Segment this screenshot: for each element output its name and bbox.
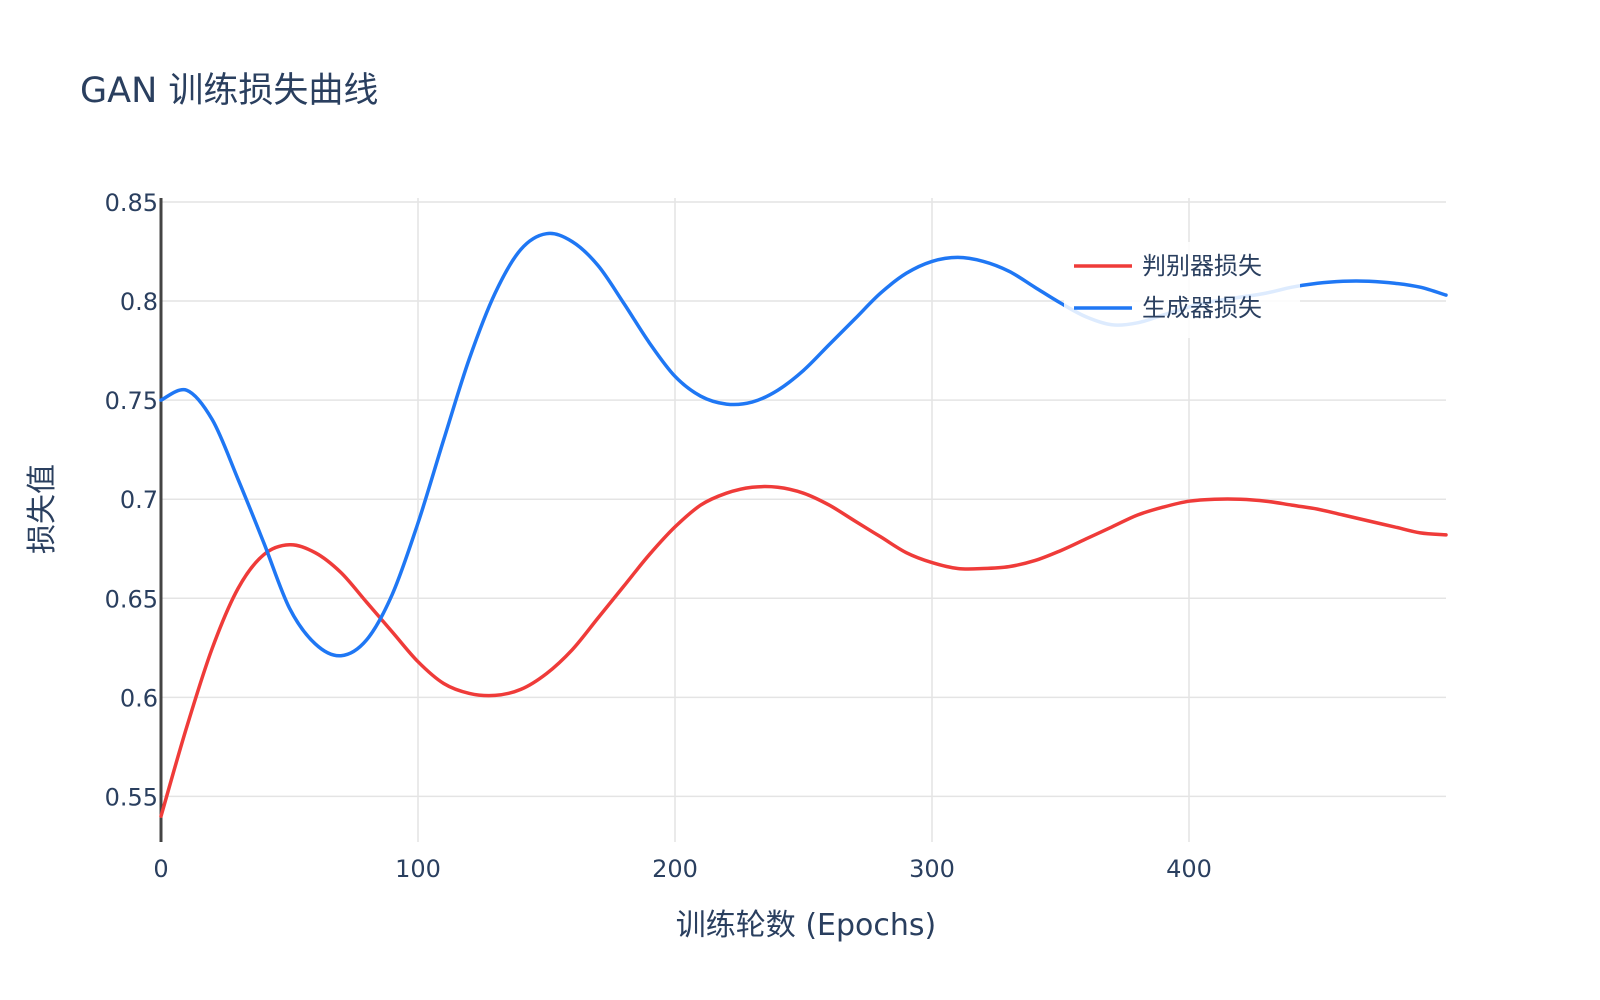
legend-label-generator[interactable]: 生成器损失 <box>1142 294 1262 322</box>
y-tick-label: 0.55 <box>105 783 158 811</box>
x-tick-label: 100 <box>395 855 441 883</box>
y-tick-label: 0.7 <box>120 486 158 514</box>
y-tick-label: 0.85 <box>105 189 158 217</box>
legend[interactable]: 判别器损失 生成器损失 <box>1064 242 1300 338</box>
y-tick-label: 0.8 <box>120 288 158 316</box>
legend-background <box>1064 242 1300 338</box>
x-tick-label: 300 <box>909 855 955 883</box>
series-line-discriminator <box>159 484 1448 818</box>
tick-labels: 0 100 200 300 400 0.55 0.6 0.65 0.7 0.75 0.8 0.85 <box>105 189 1212 883</box>
x-axis-title: 训练轮数 (Epochs) <box>676 908 936 943</box>
x-tick-label: 200 <box>652 855 698 883</box>
y-tick-label: 0.75 <box>105 387 158 415</box>
legend-label-discriminator[interactable]: 判别器损失 <box>1142 252 1262 280</box>
y-tick-label: 0.65 <box>105 585 158 613</box>
y-tick-label: 0.6 <box>120 684 158 712</box>
y-axis-title: 损失值 <box>25 464 60 554</box>
chart-title: GAN 训练损失曲线 <box>80 71 379 111</box>
x-tick-label: 0 <box>153 855 168 883</box>
x-tick-label: 400 <box>1166 855 1212 883</box>
